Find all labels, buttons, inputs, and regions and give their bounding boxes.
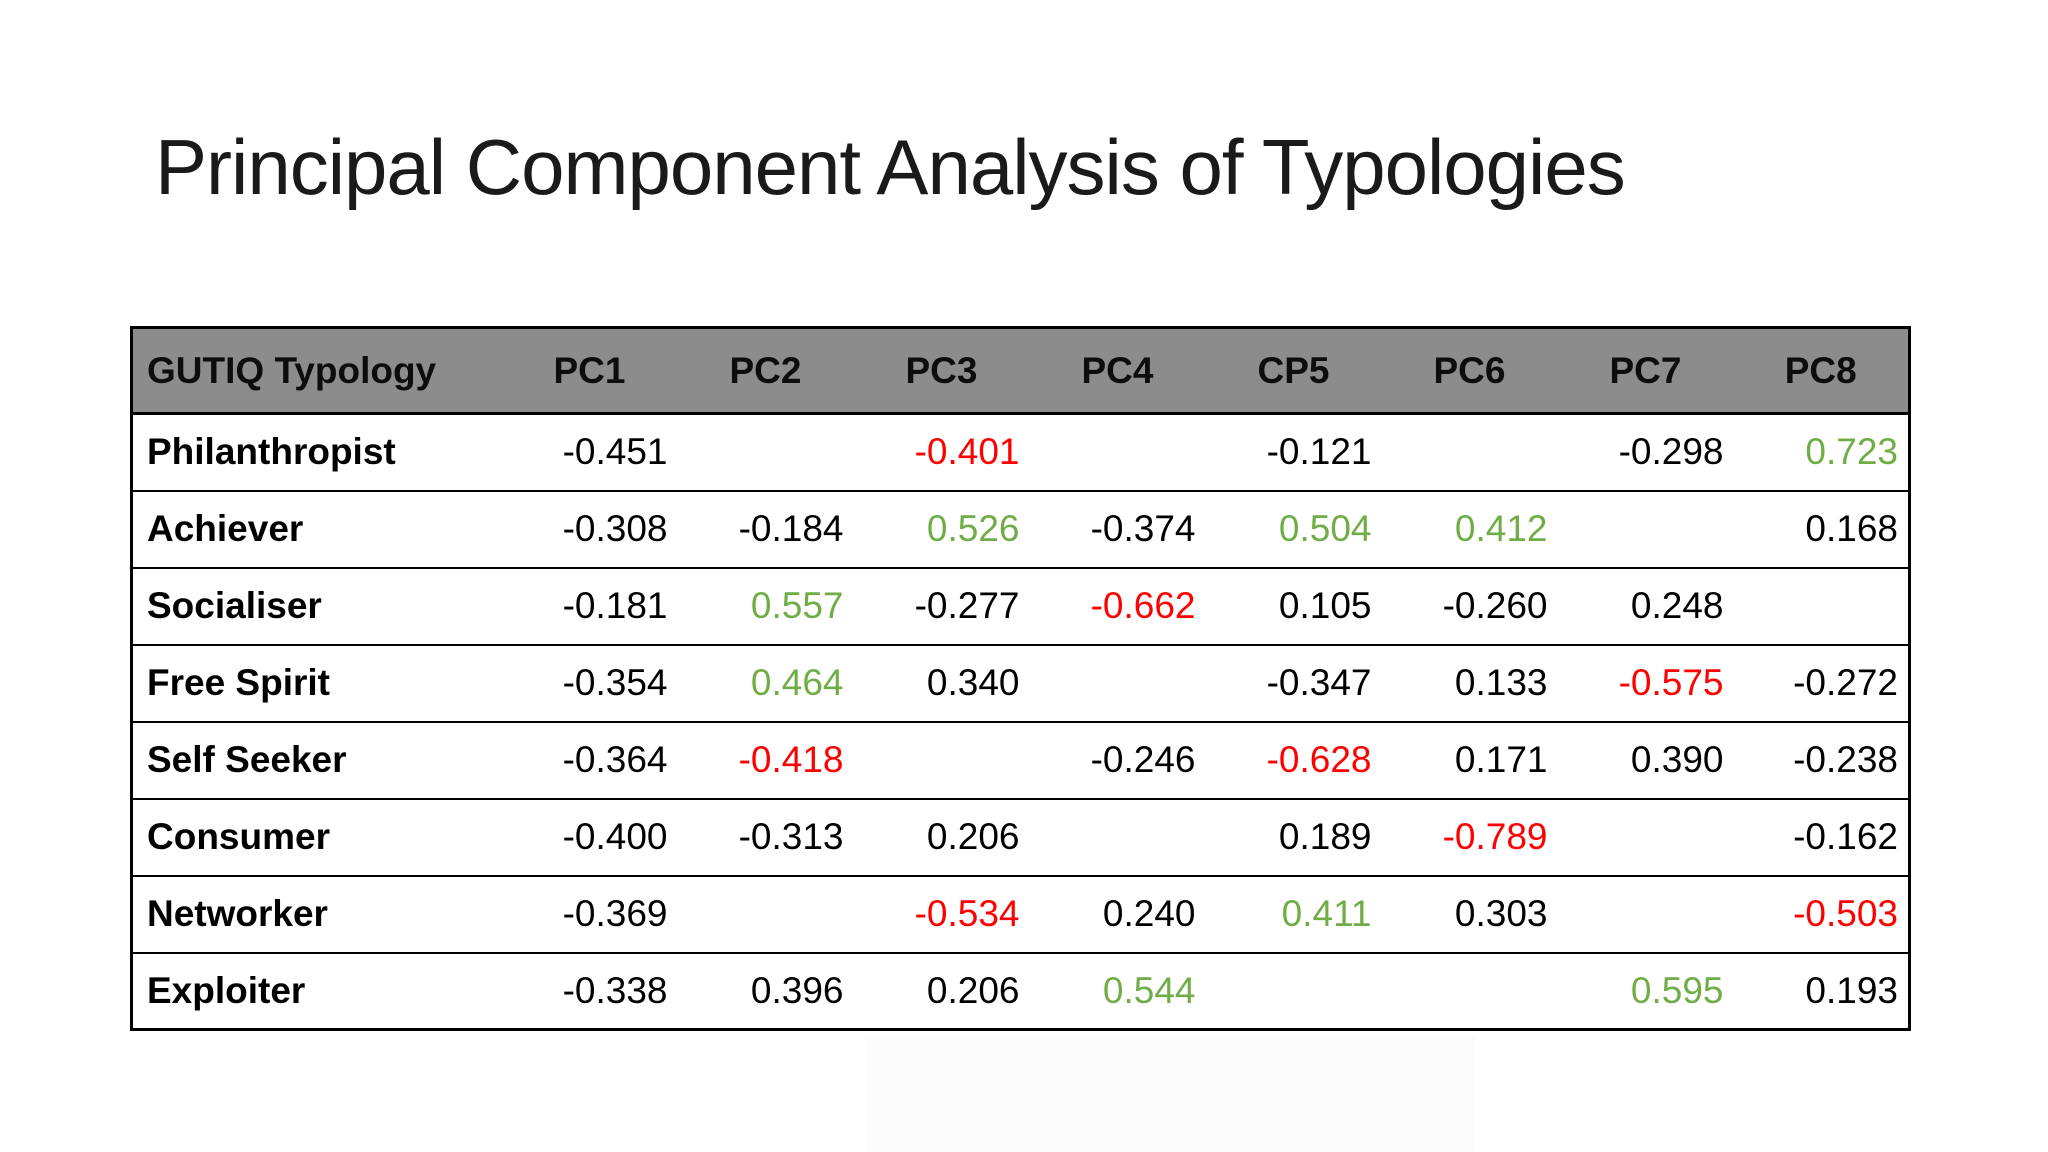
column-header-pc7: PC7 bbox=[1557, 327, 1734, 415]
table-row: Networker -0.369 -0.534 0.240 0.411 0.303 -0.5… bbox=[131, 874, 1910, 953]
value-cell: 0.248 bbox=[1557, 566, 1734, 645]
value-cell: 0.240 bbox=[1029, 874, 1206, 953]
table-row: Socialiser -0.181 0.557 -0.277 -0.662 0.105 -0… bbox=[131, 566, 1910, 645]
typology-cell: Self Seeker bbox=[131, 720, 502, 799]
value-cell: -0.451 bbox=[562, 431, 668, 473]
value-cell: -0.298 bbox=[1618, 431, 1724, 473]
value-cell: 0.303 bbox=[1381, 874, 1558, 953]
value-cell: -0.277 bbox=[853, 566, 1030, 645]
typology-cell: Socialiser bbox=[131, 566, 502, 645]
value-cell bbox=[1557, 489, 1734, 568]
value-cell: 0.105 bbox=[1205, 566, 1382, 645]
column-header-typology: GUTIQ Typology bbox=[131, 327, 502, 415]
value-cell: 0.390 bbox=[1557, 720, 1734, 799]
typology-cell: Consumer bbox=[131, 797, 502, 876]
table-body: Philanthropist -0.451 -0.401 -0.121 -0.298 0.… bbox=[131, 413, 1910, 1030]
value-cell: -0.338 bbox=[501, 951, 678, 1030]
value-cell: -0.628 bbox=[1205, 720, 1382, 799]
value-cell bbox=[1205, 951, 1382, 1030]
background-artifact bbox=[865, 1035, 1475, 1152]
value-cell: 0.206 bbox=[853, 797, 1030, 876]
value-cell: -0.121 bbox=[1266, 431, 1372, 473]
value-cell: -0.246 bbox=[1029, 720, 1206, 799]
value-cell: 0.396 bbox=[677, 951, 854, 1030]
table-row: Achiever -0.308 -0.184 0.526 -0.374 0.504 0.41… bbox=[131, 489, 1910, 568]
value-cell: 0.189 bbox=[1205, 797, 1382, 876]
column-header-pc4: PC4 bbox=[1029, 327, 1206, 415]
value-cell: -0.347 bbox=[1205, 643, 1382, 722]
value-cell bbox=[1733, 566, 1910, 645]
value-cell: 0.595 bbox=[1557, 951, 1734, 1030]
value-cell: 0.504 bbox=[1205, 489, 1382, 568]
value-cell: 0.340 bbox=[853, 643, 1030, 722]
value-cell bbox=[1382, 414, 1558, 491]
value-cell: -0.400 bbox=[501, 797, 678, 876]
column-header-pc6: PC6 bbox=[1381, 327, 1558, 415]
value-cell: -0.374 bbox=[1029, 489, 1206, 568]
typology-cell: Free Spirit bbox=[131, 643, 502, 722]
value-cell: -0.401 bbox=[914, 431, 1020, 473]
value-cell: 0.411 bbox=[1205, 874, 1382, 953]
value-cell: 0.557 bbox=[677, 566, 854, 645]
value-cell: 0.526 bbox=[853, 489, 1030, 568]
table-row: Free Spirit -0.354 0.464 0.340 -0.347 0.133 -0… bbox=[131, 643, 1910, 722]
value-cell: 0.168 bbox=[1733, 489, 1910, 568]
column-header-cp5: CP5 bbox=[1205, 327, 1382, 415]
value-cell: -0.534 bbox=[853, 874, 1030, 953]
value-cell bbox=[677, 874, 854, 953]
column-header-pc8: PC8 bbox=[1733, 327, 1910, 415]
column-header-pc2: PC2 bbox=[677, 327, 854, 415]
value-cell: 0.723 bbox=[1805, 431, 1898, 473]
value-cell: -0.369 bbox=[501, 874, 678, 953]
slide-title: Principal Component Analysis of Typologi… bbox=[155, 123, 1626, 211]
value-cell: -0.260 bbox=[1381, 566, 1558, 645]
value-cell: 0.133 bbox=[1381, 643, 1558, 722]
value-cell bbox=[1381, 951, 1558, 1030]
table-row: Exploiter -0.338 0.396 0.206 0.544 0.595 0.193 bbox=[131, 951, 1910, 1030]
value-cell bbox=[1030, 414, 1206, 491]
value-cell: -0.181 bbox=[501, 566, 678, 645]
value-cell: -0.503 bbox=[1733, 874, 1910, 953]
table-row: Self Seeker -0.364 -0.418 -0.246 -0.628 0.171… bbox=[131, 720, 1910, 799]
table-row: Consumer -0.400 -0.313 0.206 0.189 -0.789 -0.1… bbox=[131, 797, 1910, 876]
typology-cell: Achiever bbox=[131, 489, 502, 568]
typology-cell: Networker bbox=[131, 874, 502, 953]
value-cell: -0.308 bbox=[501, 489, 678, 568]
value-cell bbox=[1557, 797, 1734, 876]
table-row: Philanthropist -0.451 -0.401 -0.121 -0.298 0.… bbox=[131, 413, 1910, 491]
value-cell: -0.238 bbox=[1733, 720, 1910, 799]
value-cell: -0.418 bbox=[677, 720, 854, 799]
value-cell: -0.364 bbox=[501, 720, 678, 799]
value-cell: 0.464 bbox=[677, 643, 854, 722]
column-header-pc3: PC3 bbox=[853, 327, 1030, 415]
value-cell: -0.313 bbox=[677, 797, 854, 876]
value-cell: 0.412 bbox=[1381, 489, 1558, 568]
value-cell: -0.575 bbox=[1557, 643, 1734, 722]
value-cell: -0.789 bbox=[1381, 797, 1558, 876]
column-header-pc1: PC1 bbox=[501, 327, 678, 415]
value-cell: 0.544 bbox=[1029, 951, 1206, 1030]
table-header-row: GUTIQ Typology PC1 PC2 PC3 PC4 CP5 PC6 PC7 PC8 bbox=[131, 327, 1910, 415]
value-cell: -0.662 bbox=[1029, 566, 1206, 645]
typology-cell: Exploiter bbox=[131, 951, 502, 1030]
value-cell: -0.272 bbox=[1733, 643, 1910, 722]
value-cell bbox=[1029, 797, 1206, 876]
value-cell: 0.206 bbox=[853, 951, 1030, 1030]
value-cell bbox=[678, 414, 854, 491]
value-cell bbox=[1029, 643, 1206, 722]
value-cell: -0.162 bbox=[1733, 797, 1910, 876]
value-cell bbox=[1557, 874, 1734, 953]
pca-table: GUTIQ Typology PC1 PC2 PC3 PC4 CP5 PC6 PC7 PC8 P… bbox=[130, 326, 1911, 1031]
table-header: GUTIQ Typology PC1 PC2 PC3 PC4 CP5 PC6 PC7 PC8 bbox=[131, 327, 1910, 415]
value-cell: 0.171 bbox=[1381, 720, 1558, 799]
value-cell: 0.193 bbox=[1733, 951, 1910, 1030]
value-cell bbox=[853, 720, 1030, 799]
value-cell: -0.354 bbox=[501, 643, 678, 722]
typology-cell: Philanthropist bbox=[147, 431, 396, 473]
value-cell: -0.184 bbox=[677, 489, 854, 568]
